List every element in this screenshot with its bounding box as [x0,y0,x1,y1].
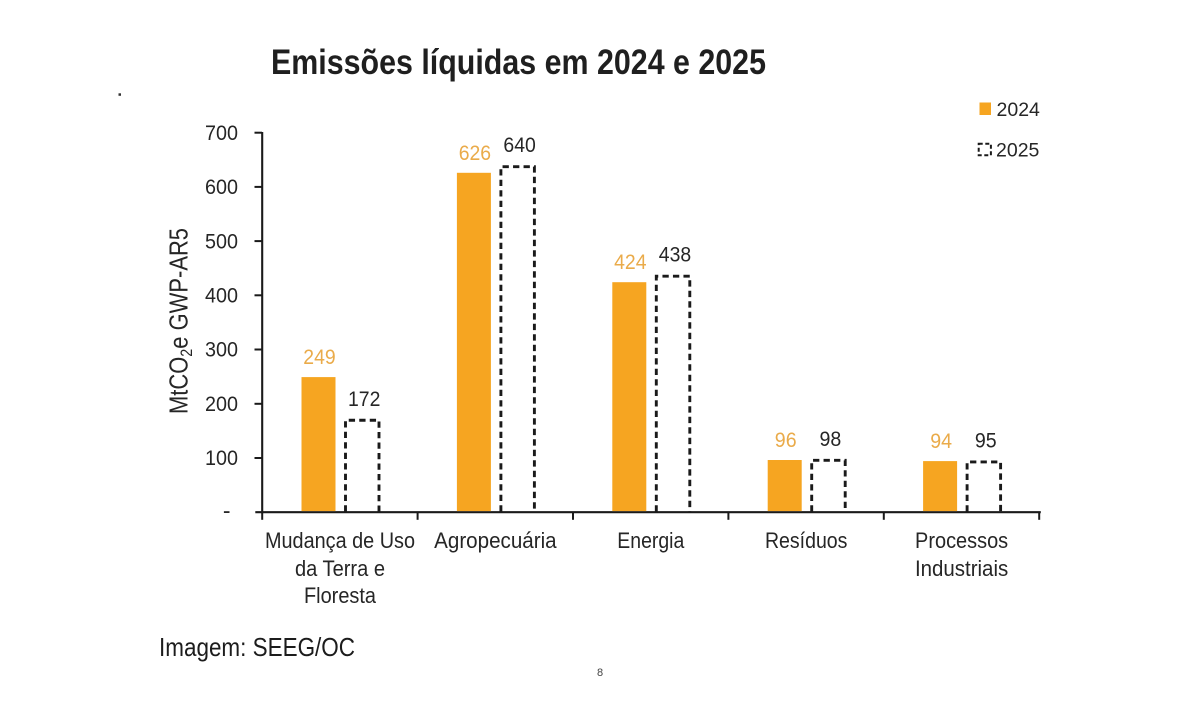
svg-text:MtCO2e GWP-AR5: MtCO2e GWP-AR5 [164,228,197,414]
svg-text:300: 300 [205,339,238,362]
svg-text:Industriais: Industriais [915,556,1008,581]
svg-text:Energia: Energia [617,528,685,553]
svg-text:200: 200 [205,393,238,416]
svg-text:424: 424 [614,251,647,274]
svg-text:95: 95 [975,430,997,453]
svg-text:Agropecuária: Agropecuária [434,528,557,553]
svg-text:94: 94 [930,430,952,453]
svg-text:172: 172 [348,388,380,411]
svg-text:da Terra e: da Terra e [295,556,385,581]
svg-text:Imagem: SEEG/OC: Imagem: SEEG/OC [159,632,355,662]
svg-text:-: - [223,498,231,524]
svg-text:8: 8 [597,667,603,679]
svg-text:500: 500 [205,230,238,253]
svg-text:438: 438 [659,244,691,267]
svg-text:400: 400 [205,285,238,308]
svg-text:100: 100 [205,447,238,470]
svg-text:700: 700 [205,122,238,145]
svg-text:98: 98 [820,428,842,451]
svg-text:96: 96 [775,429,797,452]
svg-text:Mudança de Uso: Mudança de Uso [265,528,415,553]
svg-text:Processos: Processos [915,528,1008,553]
svg-text:626: 626 [459,142,491,165]
svg-text:640: 640 [503,134,535,157]
svg-text:2025: 2025 [996,140,1040,162]
svg-text:2024: 2024 [997,99,1041,121]
svg-text:Floresta: Floresta [304,583,377,608]
svg-text:Emissões líquidas em 2024 e 20: Emissões líquidas em 2024 e 2025 [271,43,766,82]
svg-text:600: 600 [205,176,238,199]
svg-text:249: 249 [303,346,335,369]
svg-text:Resíduos: Resíduos [765,528,848,553]
